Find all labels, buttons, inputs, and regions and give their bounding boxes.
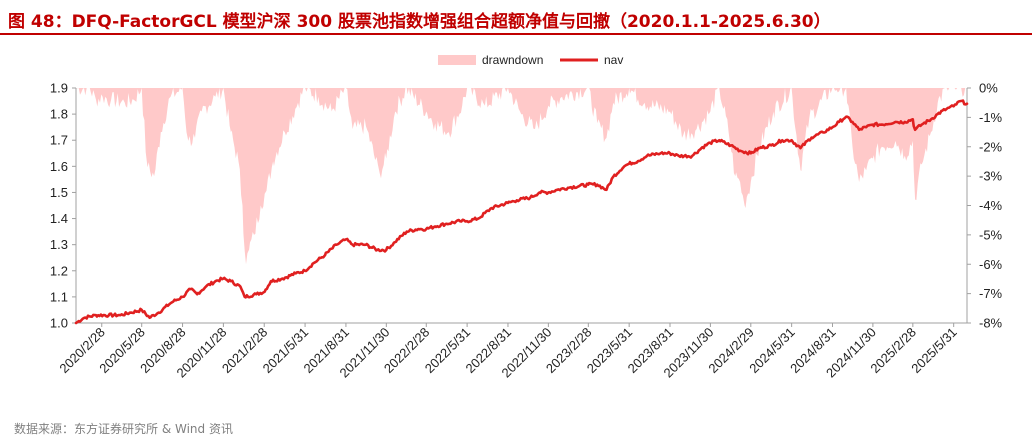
y-left-tick-label: 1.1 (50, 289, 68, 304)
y-left-tick-label: 1.4 (50, 211, 68, 226)
nav-line (74, 99, 969, 325)
legend-label-drawndown: drawndown (482, 53, 543, 67)
y-right-tick-label: 0% (979, 81, 998, 96)
y-right-tick-label: -4% (979, 198, 1003, 213)
legend-label-nav: nav (604, 53, 623, 67)
source-note: 数据来源：东方证券研究所 & Wind 资讯 (14, 422, 233, 436)
y-left-tick-label: 1.8 (50, 107, 68, 122)
y-right-tick-label: -7% (979, 286, 1003, 301)
y-right-tick-label: -1% (979, 110, 1003, 125)
drawdown-area (76, 88, 967, 265)
y-left-tick-label: 1.2 (50, 263, 68, 278)
y-left-tick-label: 1.6 (50, 159, 68, 174)
y-right-tick-label: -6% (979, 257, 1003, 272)
drawdown-area-layer (76, 88, 967, 265)
y-right-tick-label: -8% (979, 316, 1003, 331)
legend-swatch-drawndown (438, 55, 476, 65)
legend: drawndown nav (438, 53, 623, 67)
y-left-tick-label: 1.3 (50, 237, 68, 252)
y-right-tick-label: -2% (979, 139, 1003, 154)
nav-line-layer (74, 99, 969, 325)
y-left-tick-label: 1.9 (50, 81, 68, 96)
y-left-tick-label: 1.0 (50, 316, 68, 331)
y-left-tick-label: 1.5 (50, 185, 68, 200)
y-right-tick-label: -3% (979, 169, 1003, 184)
page-title: 图 48：DFQ-FactorGCL 模型沪深 300 股票池指数增强组合超额净… (8, 12, 831, 32)
y-left-tick-label: 1.7 (50, 133, 68, 148)
y-right-tick-label: -5% (979, 227, 1003, 242)
title-divider (0, 33, 1032, 35)
